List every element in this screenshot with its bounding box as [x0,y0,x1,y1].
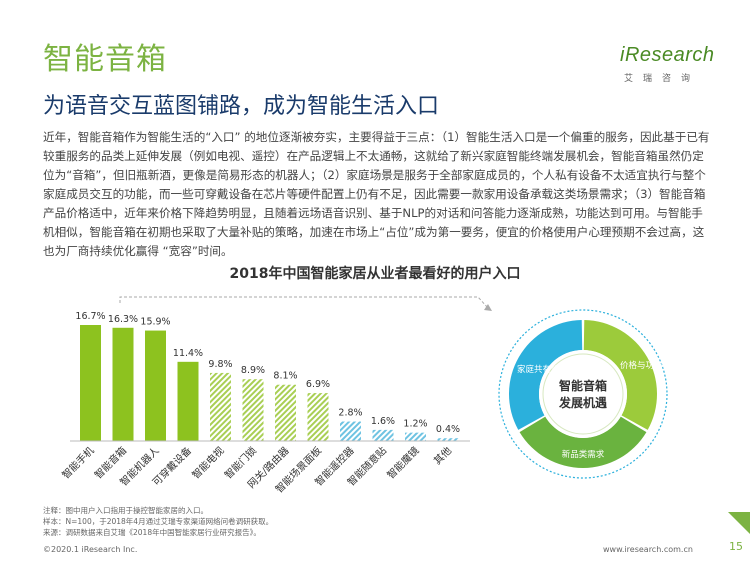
donut-outer-ring [498,309,668,479]
category-label: 其他 [431,444,454,467]
bar-11 [437,438,459,441]
bar-value-label: 15.9% [140,317,170,328]
donut-segment-price [583,320,657,430]
iresearch-logo: iResearch 艾瑞咨询 [620,44,720,84]
bar-value-label: 8.9% [241,365,265,376]
bar-2 [145,330,166,441]
chart-title: 2018年中国智能家居从业者最看好的用户入口 [229,266,521,282]
bar-0 [80,325,101,441]
bar-1 [112,327,134,441]
footer-copyright: ©2020.1 iResearch Inc. [43,545,138,554]
bar-10 [405,432,426,441]
donut-segment-shared [509,320,583,430]
bar-3 [177,361,199,441]
bar-5 [242,379,264,441]
bar-value-label: 0.4% [436,424,460,435]
category-label: 智能魔镜 [384,444,421,481]
note-sample: 样本：N=100，于2018年4月通过艾瑞专家渠道网络问卷调研获取。 [43,517,274,526]
page-title: 智能音箱 [43,42,167,77]
category-label: 智能手机 [59,444,96,481]
donut-label-price: 价格与功能可满足消费者预期 [620,360,731,371]
note-comment: 注释：图中用户入口指用于操控智能家居的入口。 [43,506,208,515]
donut-hole [539,350,627,438]
bar-9 [372,429,394,441]
page-subtitle: 为语音交互蓝图铺路，成为智能生活入口 [43,94,440,119]
bar-value-label: 11.4% [173,348,203,359]
bar-7 [307,393,329,441]
bar-value-label: 9.8% [208,359,232,370]
donut-chart: 智能音箱 发展机遇 家庭共有性 价格与功能可满足消费者预期 新品类需求 [498,309,731,479]
donut-label-new-category: 新品类需求 [562,449,605,460]
connector-line [119,296,489,309]
bar-4 [210,372,231,441]
body-paragraph: 近年，智能音箱作为智能生活的“入口” 的地位逐渐被夯实，主要得益于三点：（1）智… [43,130,710,258]
corner-decoration [728,512,750,534]
donut-inner-ring [542,353,624,435]
page-number: 15 [729,540,743,553]
bar-value-label: 16.3% [108,314,138,325]
donut-center-line1: 智能音箱 [558,378,607,393]
bar-value-label: 2.8% [338,408,362,419]
note-source: 来源：调研数据来自艾瑞《2018年中国智能家居行业研究报告》。 [43,528,261,537]
notes-block: 注释：图中用户入口指用于操控智能家居的入口。 样本：N=100，于2018年4月… [43,505,273,538]
bar-value-label: 8.1% [273,371,297,382]
donut-center-line2: 发展机遇 [558,395,607,410]
donut-segment-new-category [519,416,647,468]
footer-website: www.iresearch.com.cn [603,545,693,554]
bar-6 [275,384,296,441]
bar-value-label: 1.6% [371,416,395,427]
logo-brand: iResearch [620,44,715,66]
bar-8 [340,421,361,441]
bar-value-label: 6.9% [306,379,330,390]
bar-value-label: 16.7% [75,311,105,322]
connector-arrow [484,304,492,311]
bar-value-label: 1.2% [403,419,427,430]
bar-series: 16.7%智能手机16.3%智能音箱15.9%智能机器人11.4%可穿戴设备9.… [59,311,460,496]
logo-subtitle: 艾瑞咨询 [624,74,701,84]
donut-label-shared: 家庭共有性 [517,364,560,375]
category-label: 智能电视 [189,444,226,481]
